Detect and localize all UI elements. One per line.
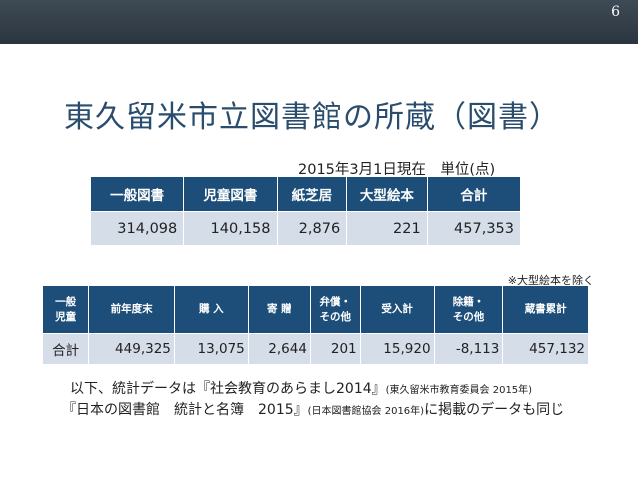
date-unit-note: 2015年3月1日現在 単位(点) bbox=[298, 162, 496, 178]
header-cell: 児童図書 bbox=[183, 176, 278, 212]
table-header-row: 一般図書 児童図書 紙芝居 大型絵本 合計 bbox=[89, 176, 522, 212]
table-cell: 201 bbox=[309, 333, 361, 365]
table-cell: 2,876 bbox=[276, 211, 348, 246]
holdings-summary-table: 一般図書 児童図書 紙芝居 大型絵本 合計 314,098 140,158 2,… bbox=[89, 176, 522, 246]
page-number: 6 bbox=[611, 4, 620, 20]
table-row: 314,098 140,158 2,876 221 457,353 bbox=[89, 211, 522, 246]
source-note-line2: 『日本の図書館 統計と名簿 2015』(日本図書館協会 2016年)に掲載のデー… bbox=[62, 402, 565, 418]
table-row: 合計 449,325 13,075 2,644 201 15,920 -8,11… bbox=[41, 333, 589, 365]
table-cell: -8,113 bbox=[433, 333, 504, 365]
table-cell: 15,920 bbox=[359, 333, 435, 365]
slide-header-bar: 6 bbox=[0, 0, 638, 44]
source-note-line1: 以下、統計データは『社会教育のあらまし2014』(東久留米市教育委員会 2015… bbox=[70, 381, 533, 397]
header-cell: 前年度末 bbox=[88, 285, 175, 334]
table-cell: 221 bbox=[346, 211, 428, 246]
table-cell: 2,644 bbox=[247, 333, 311, 365]
slide-title: 東久留米市立図書館の所蔵（図書） bbox=[64, 100, 560, 135]
header-cell: 一般図書 bbox=[89, 176, 185, 212]
header-cell: 購 入 bbox=[173, 285, 249, 334]
header-cell: 紙芝居 bbox=[276, 176, 348, 212]
header-cell: 合計 bbox=[426, 176, 522, 212]
header-cell: 一般 児童 bbox=[41, 285, 90, 334]
table-cell: 314,098 bbox=[89, 211, 185, 246]
header-cell: 大型絵本 bbox=[346, 176, 428, 212]
table-cell: 13,075 bbox=[173, 333, 249, 365]
holdings-change-table: 一般 児童 前年度末 購 入 寄 贈 弁償・ その他 受入計 除籍・ その他 蔵書累計… bbox=[41, 285, 589, 365]
table-cell: 449,325 bbox=[88, 333, 175, 365]
table-cell: 合計 bbox=[41, 333, 90, 365]
table-cell: 457,132 bbox=[502, 333, 589, 365]
exclusion-note: ※大型絵本を除く bbox=[507, 274, 594, 287]
header-cell: 弁償・ その他 bbox=[309, 285, 361, 334]
header-cell: 蔵書累計 bbox=[502, 285, 589, 334]
table-header-row: 一般 児童 前年度末 購 入 寄 贈 弁償・ その他 受入計 除籍・ その他 蔵書累計 bbox=[41, 285, 589, 334]
table-cell: 457,353 bbox=[426, 211, 522, 246]
header-cell: 寄 贈 bbox=[247, 285, 311, 334]
header-cell: 除籍・ その他 bbox=[433, 285, 504, 334]
header-cell: 受入計 bbox=[359, 285, 435, 334]
table-cell: 140,158 bbox=[183, 211, 278, 246]
